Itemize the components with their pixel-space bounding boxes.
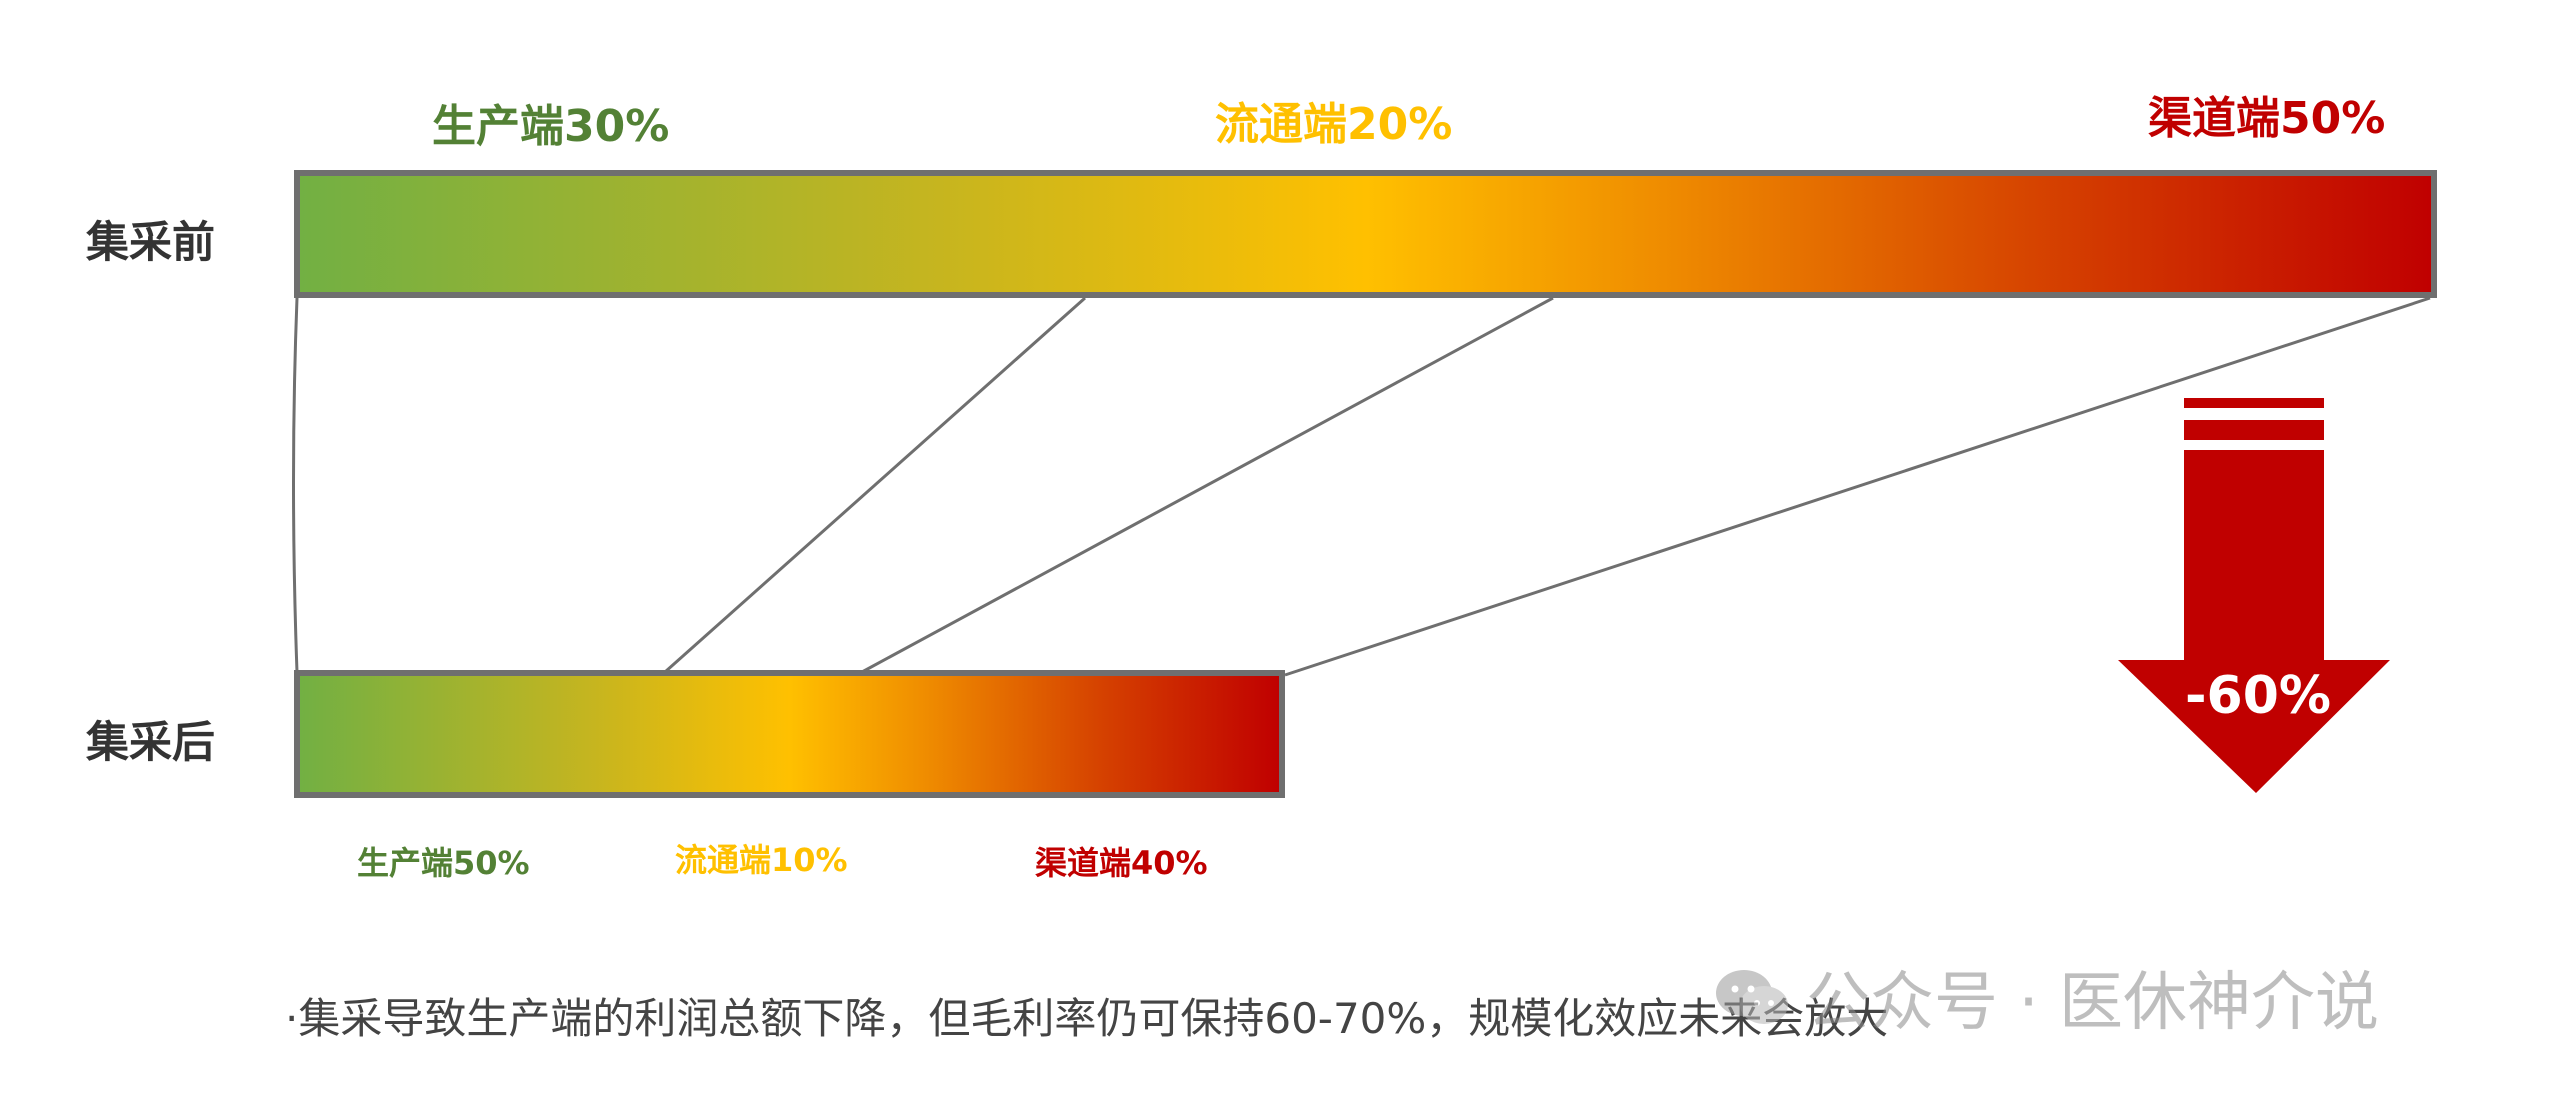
bar-before [294, 170, 2437, 298]
down-arrow-icon [2118, 398, 2390, 793]
decrease-label: -60% [2184, 666, 2332, 726]
connector-producer-end [664, 296, 1086, 674]
footnote: ·集采导致生产端的利润总额下降，但毛利率仍可保持60-70%，规模化效应未来会放… [285, 994, 1889, 1043]
row-label-after: 集采后 [86, 718, 215, 768]
bar-after [294, 670, 1285, 798]
row-label-before: 集采前 [86, 218, 215, 268]
connector-channel-end [1284, 296, 2431, 677]
label-before-distribution: 流通端20% [1215, 99, 1453, 150]
wechat-icon [1716, 970, 1788, 1024]
label-after-distribution: 流通端10% [675, 841, 848, 879]
label-before-producer: 生产端30% [432, 101, 670, 152]
label-before-channel: 渠道端50% [2148, 93, 2386, 144]
label-after-channel: 渠道端40% [1035, 844, 1208, 882]
connector-left [292, 297, 299, 673]
decrease-arrow: -60% [2118, 398, 2398, 798]
connector-distribution-end [861, 296, 1554, 674]
label-after-producer: 生产端50% [357, 844, 530, 882]
watermark: 公众号 · 医休神介说 [1712, 952, 2379, 1042]
watermark-text: 公众号 · 医休神介说 [1806, 966, 2380, 1040]
